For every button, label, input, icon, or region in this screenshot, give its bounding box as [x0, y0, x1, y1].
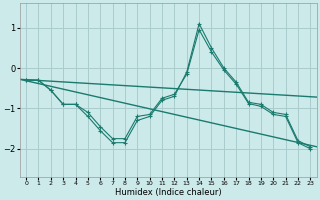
- X-axis label: Humidex (Indice chaleur): Humidex (Indice chaleur): [115, 188, 221, 197]
